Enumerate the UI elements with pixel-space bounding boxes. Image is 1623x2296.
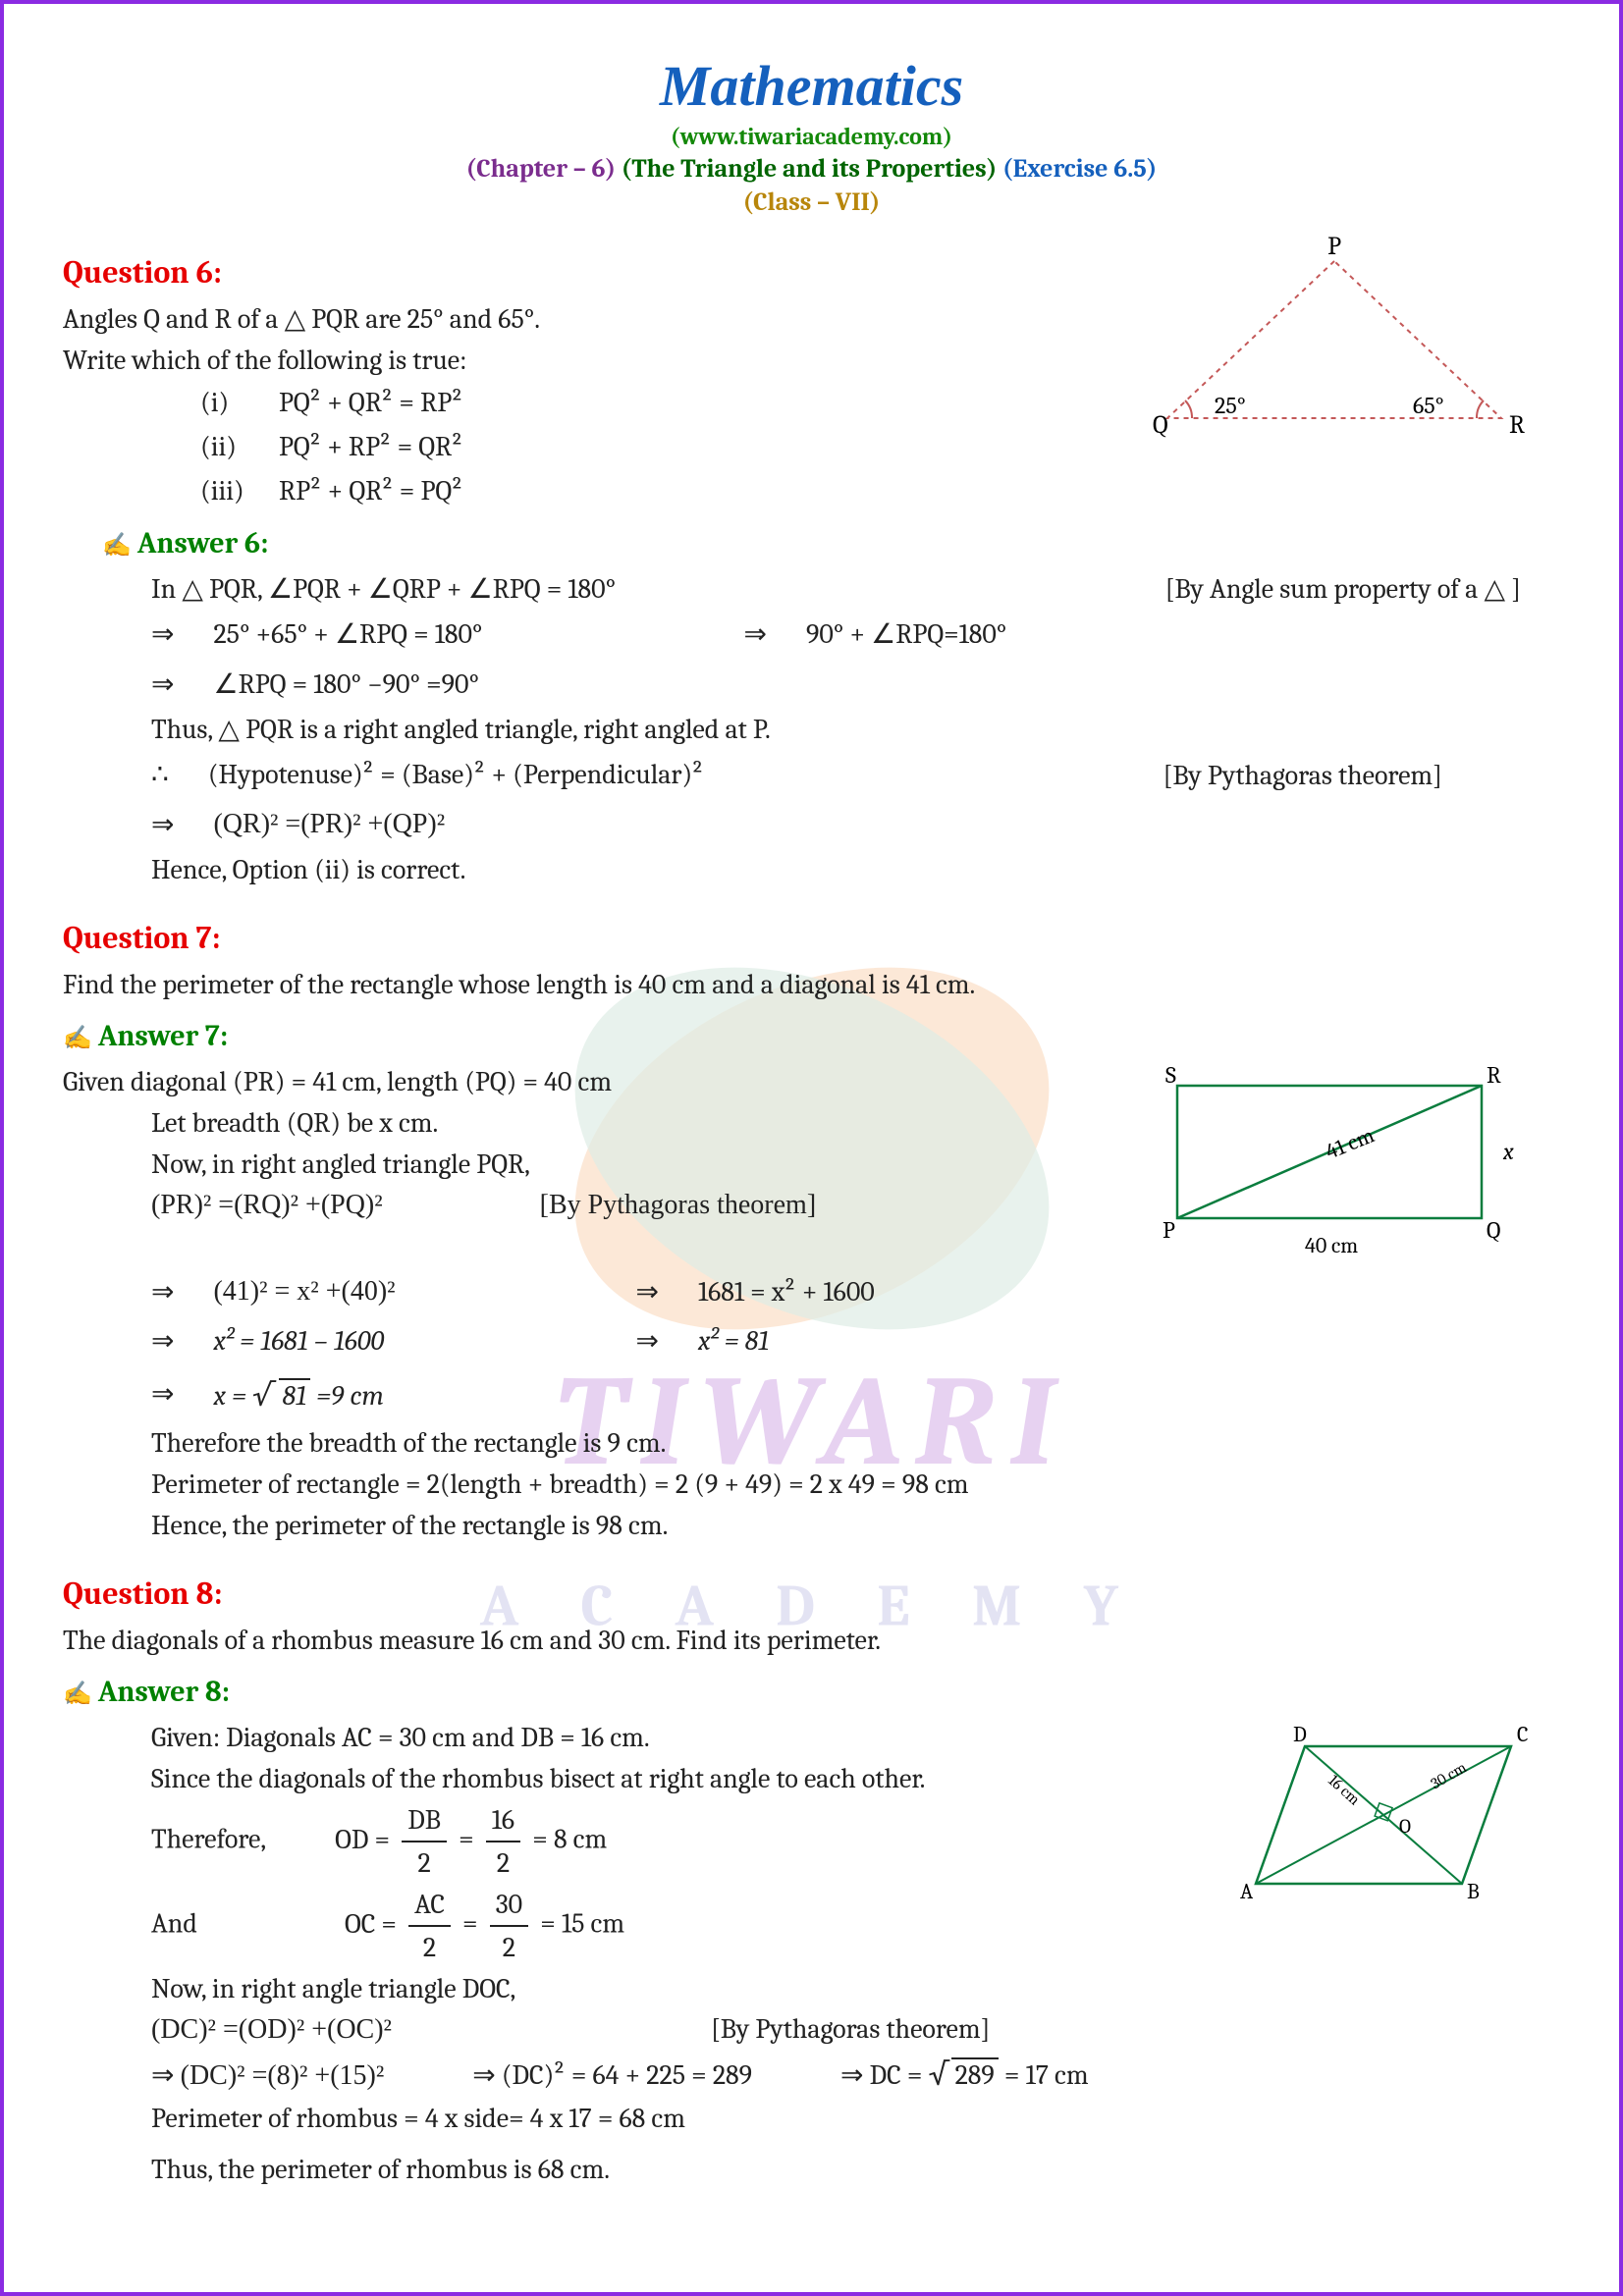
svg-text:41 cm: 41 cm bbox=[1323, 1122, 1379, 1164]
page-title: Mathematics bbox=[63, 53, 1560, 119]
svg-text:Q: Q bbox=[1487, 1216, 1500, 1244]
q8-ans-5: Now, in right angle triangle DOC, bbox=[63, 1968, 1560, 2009]
svg-text:25°: 25° bbox=[1215, 392, 1246, 419]
q8-ans-1: Given: Diagonals AC = 30 cm and DB = 16 … bbox=[63, 1717, 1207, 1758]
q6-ans-1-note: [By Angle sum property of a △ ] bbox=[1165, 572, 1521, 605]
q7-ans-6: ⇒x² = 1681 – 1600⇒x² = 81 bbox=[63, 1316, 1560, 1365]
chapter-line: (Chapter – 6) (The Triangle and its Prop… bbox=[63, 154, 1560, 184]
q8-ans-3: Therefore,OD = DB2 = 162 = 8 cm bbox=[63, 1799, 1207, 1884]
q7-ans-2: Let breadth (QR) be x cm. bbox=[63, 1102, 1118, 1144]
q6-option-iii: (iii)RP² + QR² = PQ² bbox=[63, 469, 1118, 513]
q7-ans-5: ⇒(41)² = x² +(40)²⇒1681 = x² + 1600 bbox=[63, 1267, 1560, 1316]
svg-text:R: R bbox=[1487, 1061, 1501, 1089]
svg-text:S: S bbox=[1165, 1061, 1176, 1089]
svg-text:O: O bbox=[1399, 1815, 1411, 1838]
q6-figure: P Q R 25° 65° bbox=[1118, 237, 1560, 512]
q7-ans-4: (PR)² =(RQ)² +(PQ)²[By Pythagoras theore… bbox=[63, 1185, 1118, 1226]
q6-ans-5-note: [By Pythagoras theorem] bbox=[1163, 760, 1442, 791]
q6-line1: Angles Q and R of a △ PQR are 25° and 65… bbox=[63, 298, 1118, 340]
question-7-label: Question 7: bbox=[63, 920, 1560, 956]
q6-ans-4: Thus, △ PQR is a right angled triangle, … bbox=[63, 709, 1560, 750]
q8-ans-6-note: [By Pythagoras theorem] bbox=[711, 2013, 990, 2045]
q8-line1: The diagonals of a rhombus measure 16 cm… bbox=[63, 1620, 1560, 1661]
q7-ans-3: Now, in right angled triangle PQR, bbox=[63, 1144, 1118, 1185]
q8-ans-2: Since the diagonals of the rhombus bisec… bbox=[63, 1758, 1207, 1799]
question-8-label: Question 8: bbox=[63, 1575, 1560, 1612]
q7-ans-7: ⇒x = √81 =9 cm bbox=[63, 1366, 1560, 1423]
q6-option-i: (i)PQ² + QR² = RP² bbox=[63, 381, 1118, 425]
q6-ans-7: Hence, Option (ii) is correct. bbox=[63, 849, 1560, 890]
q6-option-ii: (ii)PQ² + RP² = QR² bbox=[63, 425, 1118, 469]
q7-figure: S R P Q 41 cm 40 cm x bbox=[1118, 1061, 1560, 1267]
answer-8-label: Answer 8: bbox=[63, 1675, 1560, 1709]
q8-figure: D C A B O 16 cm 30 cm bbox=[1207, 1717, 1560, 1968]
q8-ans-8: Perimeter of rhombus = 4 x side= 4 x 17 … bbox=[63, 2098, 1560, 2139]
q6-ans-6: ⇒(QR)² =(PR)² +(QP)² bbox=[63, 800, 1560, 849]
svg-text:65°: 65° bbox=[1413, 392, 1444, 419]
q6-ans-3: ⇒∠RPQ = 180° −90° =90° bbox=[63, 660, 1560, 709]
svg-text:x: x bbox=[1502, 1138, 1514, 1165]
svg-text:C: C bbox=[1517, 1722, 1528, 1747]
q7-ans-10: Hence, the perimeter of the rectangle is… bbox=[63, 1505, 1560, 1546]
answer-6-label: Answer 6: bbox=[63, 526, 1560, 561]
svg-text:Q: Q bbox=[1153, 410, 1168, 440]
svg-text:B: B bbox=[1467, 1879, 1480, 1904]
q7-ans-1: Given diagonal (PR) = 41 cm, length (PQ)… bbox=[63, 1061, 1118, 1102]
svg-text:P: P bbox=[1327, 237, 1341, 261]
svg-text:40 cm: 40 cm bbox=[1305, 1233, 1358, 1258]
answer-7-label: Answer 7: bbox=[63, 1019, 1560, 1053]
question-6-label: Question 6: bbox=[63, 254, 1118, 291]
svg-text:30 cm: 30 cm bbox=[1428, 1759, 1470, 1793]
q7-ans-9: Perimeter of rectangle = 2(length + brea… bbox=[63, 1464, 1560, 1505]
svg-text:R: R bbox=[1509, 410, 1525, 440]
svg-text:P: P bbox=[1163, 1216, 1175, 1244]
svg-text:A: A bbox=[1240, 1879, 1254, 1904]
q6-line2: Write which of the following is true: bbox=[63, 340, 1118, 381]
q7-ans-8: Therefore the breadth of the rectangle i… bbox=[63, 1422, 1560, 1464]
q6-ans-2: ⇒25° +65° + ∠RPQ = 180°⇒90° + ∠RPQ=180° bbox=[63, 610, 1560, 659]
svg-text:16 cm: 16 cm bbox=[1325, 1772, 1363, 1809]
subtitle-url: (www.tiwariacademy.com) bbox=[63, 123, 1560, 150]
q8-ans-7: ⇒ (DC)² =(8)² +(15)²⇒ (DC)² = 64 + 225 =… bbox=[63, 2051, 1560, 2098]
q8-ans-9: Thus, the perimeter of rhombus is 68 cm. bbox=[63, 2149, 1560, 2190]
class-line: (Class – VII) bbox=[63, 187, 1560, 217]
q7-line1: Find the perimeter of the rectangle whos… bbox=[63, 964, 1560, 1005]
svg-text:D: D bbox=[1293, 1722, 1307, 1747]
q8-ans-4: AndOC = AC2 = 302 = 15 cm bbox=[63, 1884, 1207, 1968]
